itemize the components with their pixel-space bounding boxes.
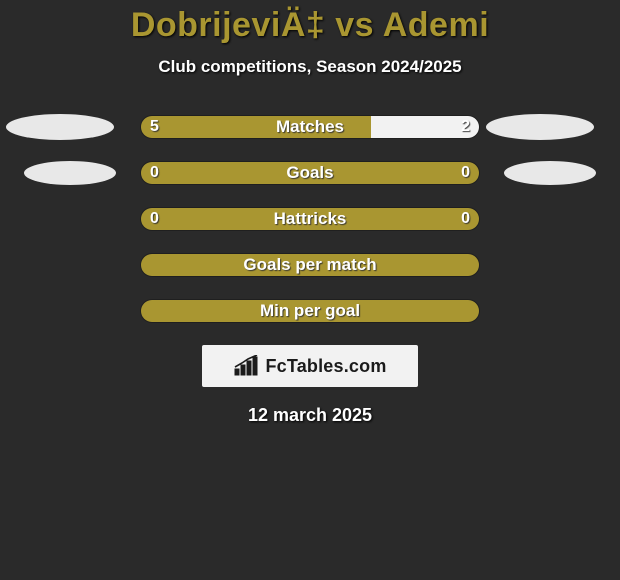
stat-label: Matches <box>140 115 480 139</box>
player-right-marker <box>504 161 596 185</box>
player-right-marker <box>486 114 594 140</box>
player-left-marker <box>24 161 116 185</box>
brand-badge: FcTables.com <box>202 345 418 387</box>
comparison-date: 12 march 2025 <box>0 405 620 426</box>
stat-row: Goals per match <box>0 253 620 277</box>
stat-row: 00Hattricks <box>0 207 620 231</box>
stat-row: 00Goals <box>0 161 620 185</box>
stats-chart: 52Matches 00Goals 00Hattricks Goals per mat… <box>0 115 620 323</box>
stat-label: Goals <box>140 161 480 185</box>
comparison-title: DobrijeviÄ‡ vs Ademi <box>0 0 620 45</box>
stat-label: Min per goal <box>140 299 480 323</box>
bar-chart-icon <box>233 355 259 377</box>
comparison-subtitle: Club competitions, Season 2024/2025 <box>0 57 620 77</box>
brand-text: FcTables.com <box>265 356 386 377</box>
stat-label: Goals per match <box>140 253 480 277</box>
stat-label: Hattricks <box>140 207 480 231</box>
stat-row: 52Matches <box>0 115 620 139</box>
player-left-marker <box>6 114 114 140</box>
stat-row: Min per goal <box>0 299 620 323</box>
